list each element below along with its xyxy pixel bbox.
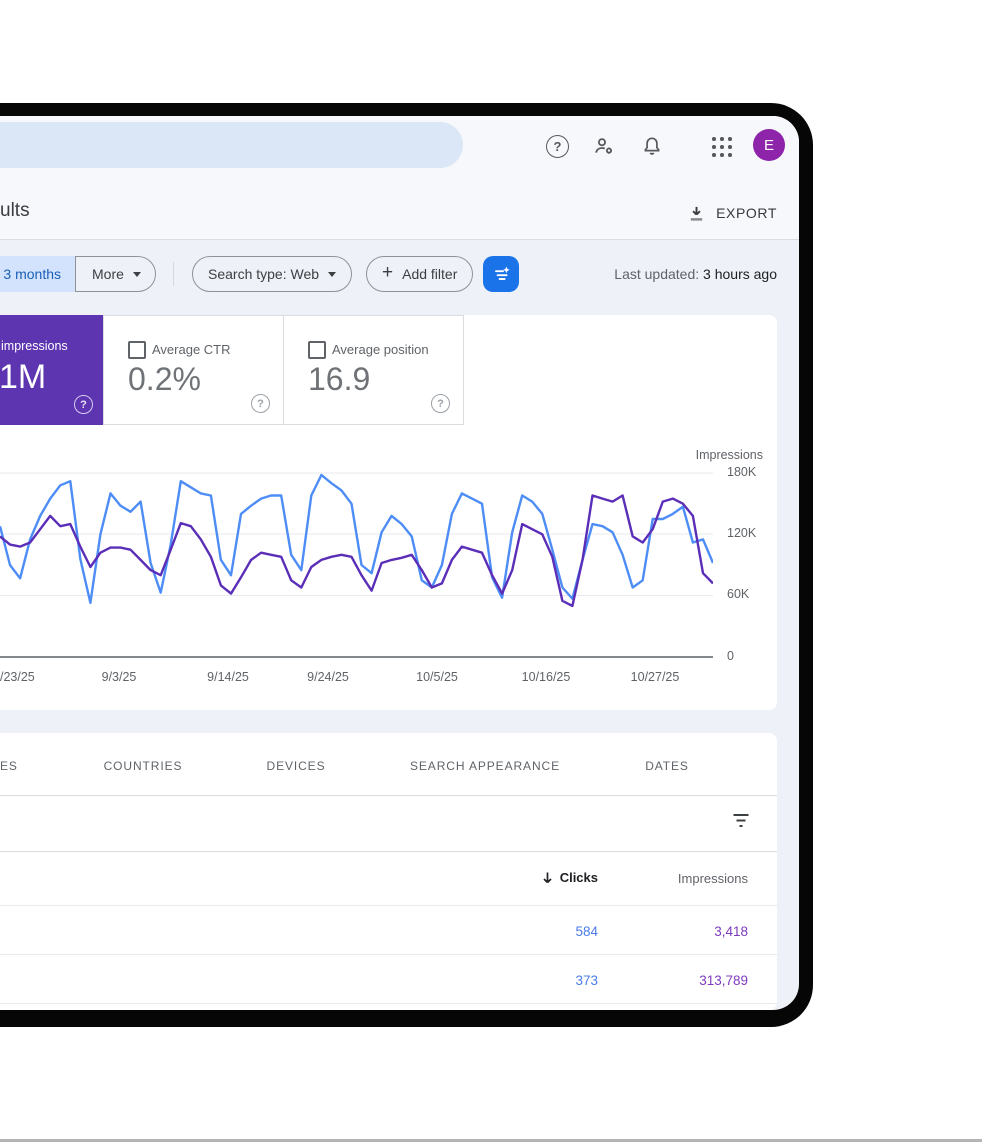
dimensions-table-panel: ES COUNTRIES DEVICES SEARCH APPEARANCE DATES… — [0, 733, 777, 1010]
help-icon[interactable]: ? — [546, 135, 570, 159]
x-tick: 9/14/25 — [207, 670, 249, 684]
x-tick: 10/27/25 — [630, 670, 680, 684]
impressions-card-value: 1M — [0, 358, 47, 396]
filter-sparkle-icon — [494, 266, 510, 280]
average-ctr-label: Average CTR — [152, 342, 231, 357]
plus-icon: + — [382, 262, 394, 283]
row-divider — [0, 954, 777, 955]
sort-descending-icon — [543, 872, 552, 883]
impressions-card[interactable]: impressions 1M ? — [0, 315, 103, 425]
average-ctr-card[interactable]: Average CTR 0.2% ? — [103, 315, 284, 425]
add-filter-chip[interactable]: + Add filter — [366, 256, 474, 292]
last-updated: Last updated: 3 hours ago — [614, 266, 777, 282]
x-tick: 10/16/25 — [521, 670, 571, 684]
tab-countries[interactable]: COUNTRIES — [103, 759, 183, 773]
chevron-down-icon — [328, 271, 337, 277]
y-tick: 180K — [727, 465, 757, 479]
filter-list-icon[interactable] — [733, 813, 749, 828]
chevron-down-icon — [132, 271, 141, 277]
average-position-value: 16.9 — [308, 361, 371, 397]
smart-filter-button[interactable] — [483, 256, 519, 292]
impressions-purple-line — [0, 494, 713, 608]
search-input[interactable] — [0, 122, 463, 168]
header-divider — [0, 239, 799, 240]
y-tick: 60K — [727, 587, 750, 601]
impressions-column-header[interactable]: Impressions — [677, 871, 748, 886]
date-range-control: 3 months More — [0, 256, 156, 292]
avatar[interactable]: E — [753, 129, 785, 161]
average-position-card[interactable]: Average position 16.9 ? — [283, 315, 464, 425]
device-frame: ? E ults EXPORT — [0, 103, 813, 1027]
tab-dates[interactable]: DATES — [645, 759, 689, 773]
row-impressions-value: 3,418 — [714, 924, 748, 939]
help-icon[interactable]: ? — [251, 394, 270, 413]
tab-devices[interactable]: DEVICES — [266, 759, 326, 773]
x-tick: 10/5/25 — [416, 670, 458, 684]
x-tick: /23/25 — [0, 670, 35, 684]
clicks-blue-line — [0, 473, 713, 605]
chip-divider — [173, 262, 174, 286]
performance-line-chart[interactable] — [0, 448, 713, 660]
download-icon — [690, 206, 703, 221]
y-tick: 0 — [727, 649, 734, 663]
date-range-more-button[interactable]: More — [75, 256, 156, 292]
last-updated-value: 3 hours ago — [703, 266, 777, 282]
average-ctr-value: 0.2% — [128, 361, 201, 397]
x-tick: 9/3/25 — [101, 670, 137, 684]
help-icon[interactable]: ? — [74, 395, 93, 414]
impressions-card-label: impressions — [1, 339, 68, 353]
search-type-chip[interactable]: Search type: Web — [192, 256, 353, 292]
page-title: ults — [0, 200, 30, 221]
apps-grid-icon[interactable] — [709, 134, 739, 164]
help-icon[interactable]: ? — [431, 394, 450, 413]
row-impressions-value: 313,789 — [699, 973, 748, 988]
average-ctr-checkbox[interactable] — [128, 341, 146, 359]
x-tick: 9/24/25 — [307, 670, 349, 684]
clicks-column-header[interactable]: Clicks — [480, 870, 598, 885]
manage-accounts-icon[interactable] — [592, 134, 616, 158]
tabs-divider — [0, 795, 777, 796]
row-divider — [0, 905, 777, 906]
average-position-label: Average position — [332, 342, 429, 357]
tab-es[interactable]: ES — [0, 759, 18, 773]
date-range-chip-3-months[interactable]: 3 months — [0, 256, 75, 292]
export-button[interactable]: EXPORT — [600, 201, 777, 225]
window-bottom-edge — [0, 1139, 982, 1142]
row-clicks-value: 373 — [575, 973, 598, 988]
average-position-checkbox[interactable] — [308, 341, 326, 359]
right-axis-label: Impressions — [695, 448, 763, 462]
tab-search-appearance[interactable]: SEARCH APPEARANCE — [409, 759, 561, 773]
row-divider — [0, 1003, 777, 1004]
screen: ? E ults EXPORT — [0, 116, 799, 1010]
export-label: EXPORT — [716, 205, 777, 221]
filter-row-divider — [0, 851, 777, 852]
notifications-bell-icon[interactable] — [640, 134, 664, 158]
row-clicks-value: 584 — [575, 924, 598, 939]
y-tick: 120K — [727, 526, 757, 540]
